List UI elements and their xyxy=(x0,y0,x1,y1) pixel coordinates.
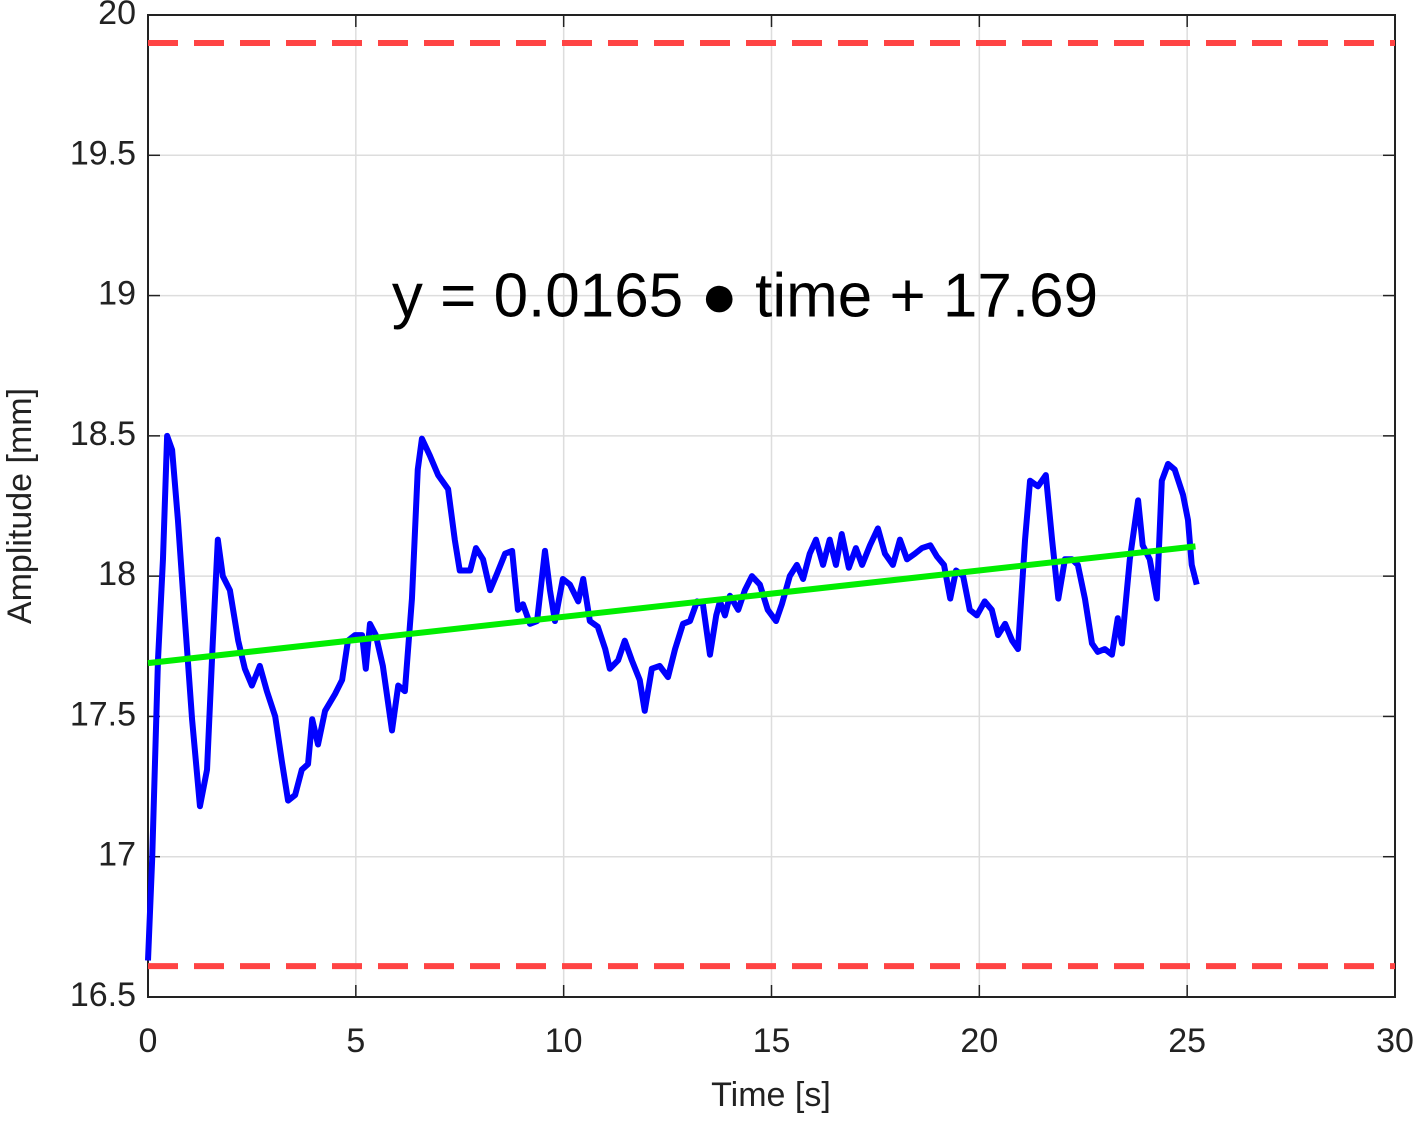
x-tick-label: 15 xyxy=(753,1022,791,1060)
x-tick-label: 30 xyxy=(1376,1022,1414,1060)
data-line xyxy=(147,543,1196,667)
x-tick-label: 25 xyxy=(1168,1022,1206,1060)
y-tick-label: 19 xyxy=(98,275,136,313)
plot-frame xyxy=(147,14,1396,998)
y-tick-label: 16.5 xyxy=(70,976,136,1014)
data-line xyxy=(145,432,1200,961)
y-tick-label: 18 xyxy=(98,555,136,593)
y-tick-label: 18.5 xyxy=(70,415,136,453)
y-tick-label: 19.5 xyxy=(70,134,136,172)
y-tick-label: 17.5 xyxy=(70,695,136,733)
x-axis-label: Time [s] xyxy=(711,1076,831,1114)
y-tick-label: 17 xyxy=(98,836,136,874)
y-axis-label: Amplitude [mm] xyxy=(1,388,39,624)
x-tick-label: 20 xyxy=(960,1022,998,1060)
x-tick-label: 5 xyxy=(346,1022,365,1060)
x-tick-label: 0 xyxy=(139,1022,158,1060)
x-tick-label: 10 xyxy=(545,1022,583,1060)
y-tick-label: 20 xyxy=(98,0,136,32)
annotation: y = 0.0165 ● time + 17.69 xyxy=(392,261,1098,330)
